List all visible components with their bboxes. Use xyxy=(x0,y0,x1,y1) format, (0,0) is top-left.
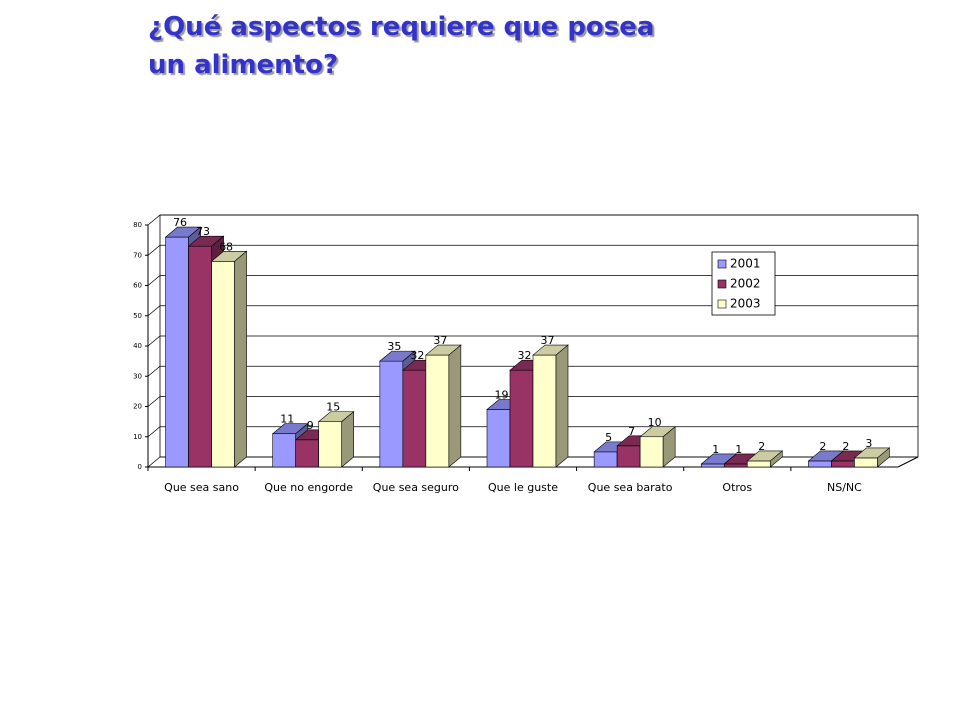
bar xyxy=(272,433,297,468)
data-label: 2 xyxy=(819,440,826,453)
data-label: 32 xyxy=(518,349,532,362)
legend-swatch xyxy=(717,259,727,269)
grid-line xyxy=(147,305,918,317)
y-tick-label: 0 xyxy=(138,463,142,471)
grid-line xyxy=(147,335,918,347)
x-tick-label: Que le guste xyxy=(488,481,558,494)
y-tick-label: 30 xyxy=(133,372,142,380)
bar xyxy=(831,460,855,468)
x-tick-label: Otros xyxy=(722,481,752,494)
data-label: 9 xyxy=(307,419,314,432)
bar xyxy=(188,245,212,468)
x-tick-label: NS/NC xyxy=(827,481,862,494)
legend-swatch xyxy=(717,279,727,289)
grid-line xyxy=(147,214,918,226)
bar xyxy=(509,369,534,468)
legend-label: 2002 xyxy=(730,277,761,291)
bar xyxy=(532,354,557,468)
y-tick-label: 80 xyxy=(133,221,142,229)
bar-side xyxy=(341,410,355,468)
x-tick-label: Que sea seguro xyxy=(373,481,459,494)
bar xyxy=(639,436,664,468)
bar xyxy=(295,439,320,468)
data-label: 11 xyxy=(280,413,294,426)
y-tick-label: 10 xyxy=(133,433,142,441)
data-label: 73 xyxy=(196,225,210,238)
bar xyxy=(808,460,832,468)
bar-side xyxy=(234,250,247,468)
bar xyxy=(593,451,618,468)
grid-line xyxy=(147,396,918,407)
grid-line xyxy=(147,365,918,377)
bar xyxy=(854,457,878,468)
bar xyxy=(165,236,189,468)
bar xyxy=(486,409,511,468)
y-tick-label: 40 xyxy=(133,342,142,350)
bar-side xyxy=(662,426,676,468)
y-tick-label: 60 xyxy=(133,282,142,290)
legend-swatch xyxy=(717,299,727,309)
bar-side xyxy=(877,447,890,468)
data-label: 3 xyxy=(865,437,872,450)
data-label: 1 xyxy=(735,443,742,456)
x-tick-label: Que sea barato xyxy=(588,481,673,494)
data-label: 2 xyxy=(758,440,765,453)
bar xyxy=(211,260,235,468)
data-label: 37 xyxy=(541,334,555,347)
bar-side xyxy=(555,344,569,468)
data-label: 32 xyxy=(410,349,424,362)
bar xyxy=(746,460,771,468)
bar-side xyxy=(769,450,783,468)
bar xyxy=(700,463,725,468)
floor-edge xyxy=(897,456,919,468)
bar xyxy=(318,421,343,468)
data-label: 15 xyxy=(326,401,340,414)
y-tick-label: 70 xyxy=(133,251,142,259)
data-label: 10 xyxy=(648,416,662,429)
bar-side xyxy=(448,344,462,468)
data-label: 7 xyxy=(628,425,635,438)
data-label: 37 xyxy=(433,334,447,347)
data-label: 19 xyxy=(495,389,509,402)
bar xyxy=(379,360,404,468)
data-label: 68 xyxy=(219,240,233,253)
bar xyxy=(402,369,427,468)
data-label: 2 xyxy=(842,440,849,453)
x-tick-label: Que sea sano xyxy=(164,481,239,494)
bar xyxy=(723,463,748,468)
x-tick-label: Que no engorde xyxy=(264,481,353,494)
data-label: 5 xyxy=(605,431,612,444)
data-label: 76 xyxy=(173,216,187,229)
y-tick-label: 20 xyxy=(133,403,142,411)
chart-title: ¿Qué aspectos requiere que posea un alim… xyxy=(148,12,655,80)
bar xyxy=(616,445,641,468)
grid-line xyxy=(147,244,918,256)
data-label: 1 xyxy=(712,443,719,456)
data-label: 35 xyxy=(387,340,401,353)
legend-label: 2001 xyxy=(730,257,761,271)
grid-line xyxy=(147,275,918,286)
legend-label: 2003 xyxy=(730,297,761,311)
y-tick-label: 50 xyxy=(133,312,142,320)
bar xyxy=(425,354,450,468)
